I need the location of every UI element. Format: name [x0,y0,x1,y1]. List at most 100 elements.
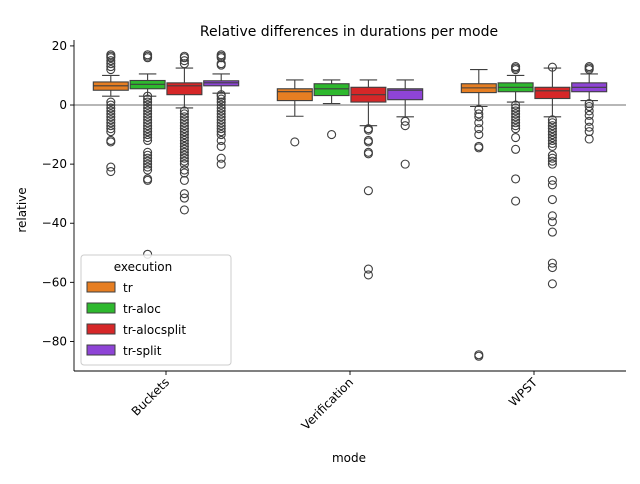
outlier-point [363,149,373,159]
outlier-point [179,124,189,134]
outlier-point [511,174,521,184]
outlier-point [143,115,153,125]
outlier-point [106,137,116,147]
y-tick-label: −20 [42,157,67,171]
outlier-point [216,118,226,128]
outlier-point [179,130,189,140]
legend-frame [80,254,232,366]
legend-swatch [86,302,116,314]
outlier-point [143,175,153,185]
outlier-point [179,150,189,160]
outlier-point [216,94,226,104]
outlier-point [584,127,594,137]
outlier-point [511,65,521,75]
outlier-point [143,109,153,119]
plot-area: 20 0 −20 −40 −60 −80 Buckets Verification WPST [42,39,626,433]
outlier-point [511,132,521,143]
outlier-point [179,138,189,148]
box-body [534,86,571,100]
outlier-point [179,106,189,116]
outlier-point [216,60,226,70]
outlier-point [547,279,557,289]
outlier-point [106,100,116,110]
box-body [313,83,350,97]
outlier-point [216,91,226,101]
outlier-point [547,175,557,185]
outlier-point [216,100,226,110]
outlier-point [143,150,153,160]
outlier-point [547,132,557,143]
outlier-point [474,112,484,122]
outlier-point [106,124,116,134]
outlier-point [547,159,557,169]
legend-entry-label: tr-alocsplit [123,323,186,337]
outlier-point [547,141,557,151]
outlier-point [143,132,153,143]
outlier-point [143,53,153,63]
outlier-point [547,156,557,166]
outlier-point [584,98,594,109]
outlier-point [474,143,484,153]
outlier-point [179,189,189,199]
outlier-point [216,130,226,140]
outlier-point [216,127,226,137]
legend-title: execution [114,260,172,274]
outlier-point [363,264,373,274]
outlier-point [547,62,557,72]
outlier-point [179,121,189,131]
outlier-point [511,144,521,154]
outlier-point [179,144,189,154]
outlier-point [511,121,521,131]
outlier-point [511,115,521,125]
outlier-point [584,122,594,132]
outlier-point [143,103,153,113]
outlier-point [106,53,116,63]
outlier-point [511,103,521,113]
outlier-point [143,135,153,146]
outlier-point [216,153,226,163]
y-axis-label: relative [15,187,29,232]
outlier-point [106,62,116,72]
outlier-point [547,153,557,163]
outlier-point [216,159,226,169]
outlier-point [179,153,189,163]
outlier-point [179,112,189,122]
outlier-point [179,159,189,169]
outlier-point [584,106,594,116]
outlier-point [179,109,189,119]
outlier-point [106,106,116,116]
outlier-point [106,118,116,128]
outlier-point [547,121,557,131]
outlier-point [179,156,189,166]
outlier-point [179,175,189,185]
outlier-point [106,59,116,69]
y-tick-label: 20 [52,39,67,53]
x-tick-label: Buckets [129,375,172,418]
outlier-point [179,118,189,128]
outlier-point [511,196,521,206]
outlier-point [216,124,226,134]
outlier-point [106,109,116,119]
outlier-point [363,270,373,280]
x-tick-label: Verification [299,375,357,433]
outlier-point [143,91,153,101]
outlier-point [584,65,594,75]
outlier-point [143,106,153,116]
outlier-point [143,153,153,163]
outlier-point [511,109,521,119]
outlier-point [179,147,189,157]
outlier-point [547,130,557,140]
outlier-point [106,162,116,172]
outlier-point [216,112,226,122]
outlier-point [216,103,226,113]
x-axis-label: mode [332,451,366,465]
outlier-point [143,127,153,137]
y-tick-label: 0 [59,98,67,112]
y-tick-label: −40 [42,216,67,230]
outlier-point [106,115,116,125]
outlier-point [216,121,226,131]
outlier-point [143,147,153,157]
outlier-point [474,109,484,119]
outlier-point [363,137,373,147]
